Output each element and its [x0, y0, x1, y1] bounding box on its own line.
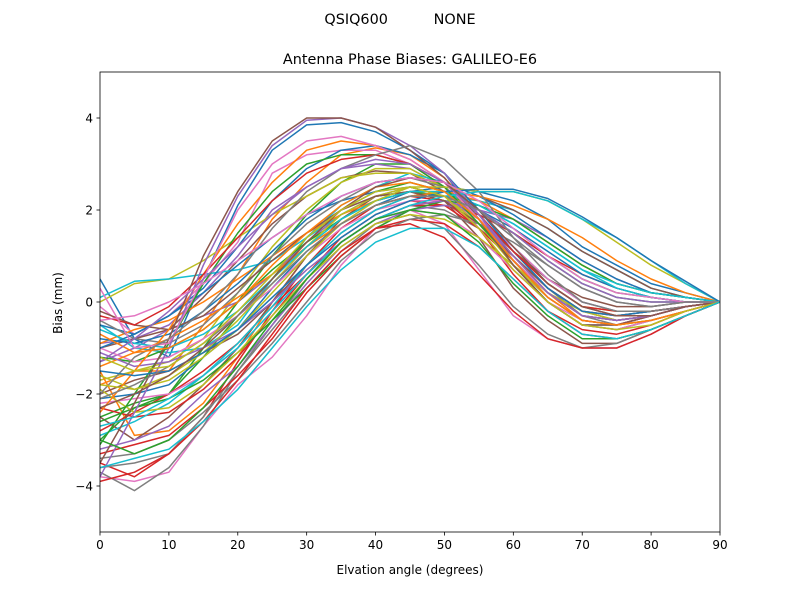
y-tick-label: 2: [85, 204, 93, 218]
chart-suptitle: QSIQ600 NONE: [324, 12, 475, 28]
x-tick-label: 30: [299, 538, 314, 552]
series-line-s57: [100, 177, 720, 322]
y-tick-label: −4: [75, 480, 93, 494]
series-line-s60: [100, 227, 720, 469]
chart-title: Antenna Phase Biases: GALILEO-E6: [283, 52, 537, 68]
y-tick-label: −2: [75, 388, 93, 402]
series-line-s59: [100, 186, 720, 372]
series-line-s48: [100, 144, 720, 395]
x-tick-label: 20: [230, 538, 245, 552]
x-tick-label: 60: [506, 538, 521, 552]
x-tick-label: 70: [575, 538, 590, 552]
x-tick-label: 0: [96, 538, 104, 552]
series-line-s51: [100, 188, 720, 377]
x-tick-label: 80: [643, 538, 658, 552]
x-axis-label: Elvation angle (degrees): [337, 563, 484, 577]
y-tick-label: 0: [85, 296, 93, 310]
axis-ticks: 0 10 20 30 40 50 60 70 80 90 −4 −2 0 2 4: [75, 112, 727, 553]
y-axis-label: Bias (mm): [51, 272, 65, 334]
series-layer: [100, 117, 720, 492]
series-line-s52: [100, 181, 720, 354]
series-line-s40: [100, 190, 720, 349]
x-tick-label: 10: [161, 538, 176, 552]
x-tick-label: 90: [712, 538, 727, 552]
x-tick-label: 50: [437, 538, 452, 552]
series-line-s55: [100, 158, 720, 363]
x-tick-label: 40: [368, 538, 383, 552]
y-tick-label: 4: [85, 112, 93, 126]
